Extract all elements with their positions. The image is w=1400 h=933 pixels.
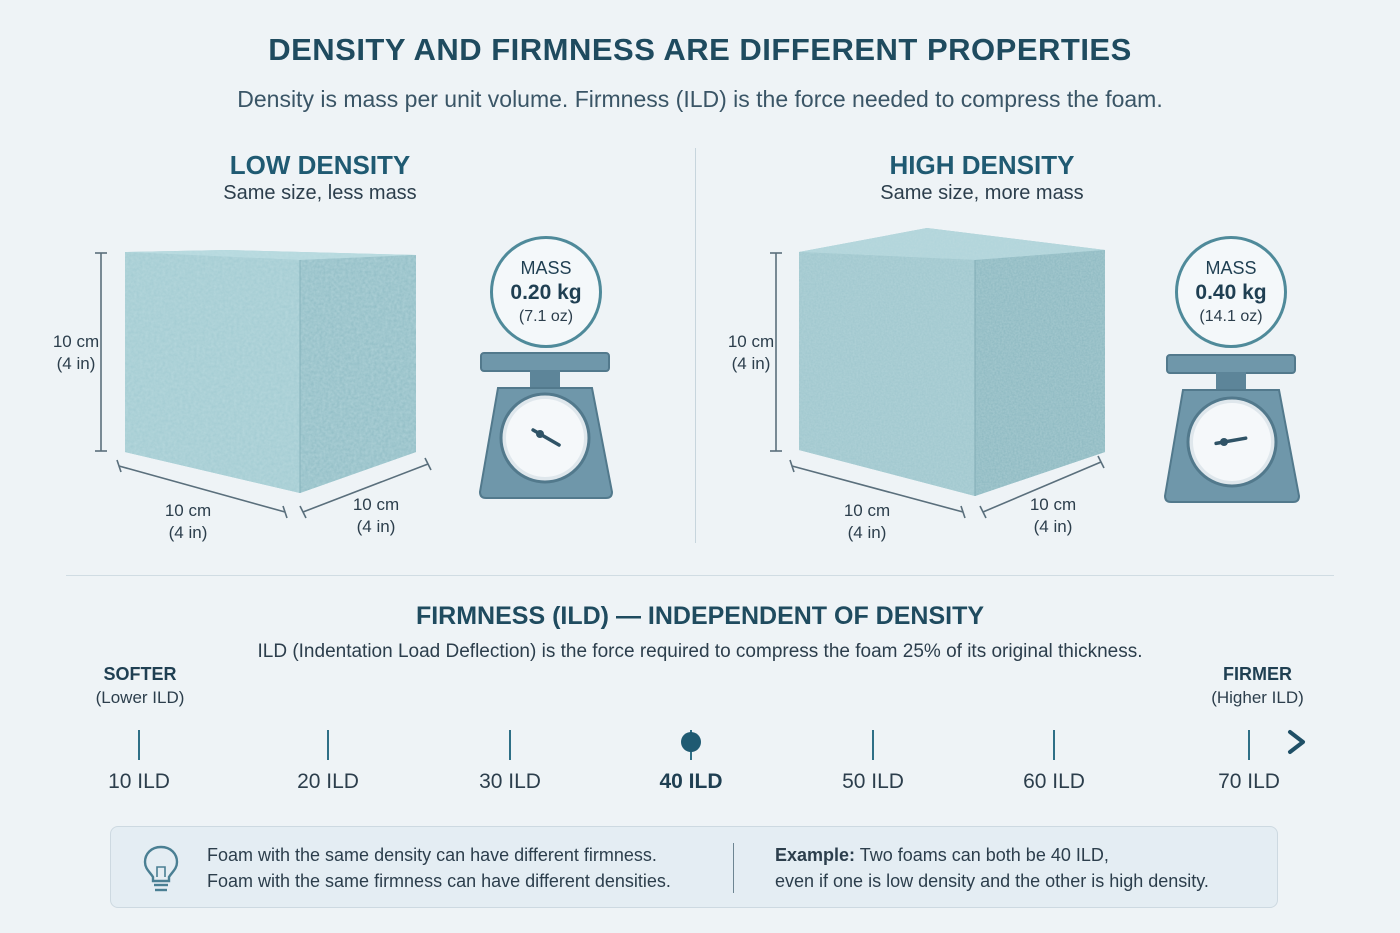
page-title: DENSITY AND FIRMNESS ARE DIFFERENT PROPE… — [268, 32, 1132, 67]
high-mass-badge: MASS 0.40 kg (14.1 oz) — [1175, 236, 1287, 348]
mass-oz: (14.1 oz) — [1199, 308, 1263, 325]
page-subtitle: Density is mass per unit volume. Firmnes… — [237, 86, 1163, 112]
high-density-subtitle: Same size, more mass — [880, 182, 1084, 204]
note-right: Example: Two foams can both be 40 ILD, e… — [775, 845, 1209, 891]
mass-value: 0.40 kg — [1195, 281, 1267, 304]
section-divider — [66, 575, 1334, 576]
scale-icon — [478, 352, 614, 499]
ild-tick-label: 20 ILD — [297, 770, 359, 793]
low-density-subtitle: Same size, less mass — [223, 182, 417, 204]
ild-scale-line — [78, 730, 1305, 760]
arrow-head-icon — [1288, 730, 1305, 754]
low-mass-badge: MASS 0.20 kg (7.1 oz) — [490, 236, 602, 348]
high-density-title: HIGH DENSITY — [889, 150, 1075, 180]
depth-dimension — [299, 457, 432, 519]
ild-tick-label: 30 ILD — [479, 770, 541, 793]
firmness-title: FIRMNESS (ILD) — INDEPENDENT OF DENSITY — [415, 602, 985, 630]
low-density-illustration — [95, 250, 614, 519]
high-density-foam-cube — [799, 228, 1105, 496]
ild-tick-label: 70 ILD — [1218, 770, 1280, 793]
width-dimension — [116, 459, 288, 519]
firmer-end-label: FIRMER (Higher ILD) — [1211, 664, 1304, 707]
scale-needle-hub — [1220, 438, 1228, 446]
low-density-title: LOW DENSITY — [229, 150, 411, 180]
height-dimension — [770, 252, 782, 452]
width-dimension — [789, 459, 966, 519]
lightbulb-icon — [143, 845, 179, 892]
mass-oz: (7.1 oz) — [518, 308, 574, 325]
ild-tick-label: 40 ILD — [659, 770, 723, 793]
ild-tick-label: 60 ILD — [1023, 770, 1085, 793]
scale-icon — [1163, 354, 1301, 503]
height-dimension — [95, 252, 107, 452]
ild-tick-label: 50 ILD — [842, 770, 904, 793]
note-left: Foam with the same density can have diff… — [207, 845, 671, 891]
low-density-foam-cube — [125, 250, 416, 493]
depth-dimension — [979, 455, 1105, 519]
high-density-illustration — [770, 228, 1301, 519]
panel-divider — [695, 148, 696, 543]
high-height-label: 10 cm (4 in) — [727, 332, 775, 373]
mass-label: MASS — [1205, 258, 1257, 278]
mass-label: MASS — [520, 258, 572, 278]
low-height-label: 10 cm (4 in) — [52, 332, 100, 373]
ild-marker — [681, 732, 701, 752]
low-depth-label: 10 cm (4 in) — [352, 495, 400, 536]
note-box: Foam with the same density can have diff… — [110, 826, 1278, 908]
note-divider — [733, 843, 734, 893]
ild-tick-label: 10 ILD — [108, 770, 170, 793]
high-width-label: 10 cm (4 in) — [843, 501, 891, 542]
low-width-label: 10 cm (4 in) — [164, 501, 212, 542]
softer-end-label: SOFTER (Lower ILD) — [95, 664, 185, 707]
high-depth-label: 10 cm (4 in) — [1029, 495, 1077, 536]
firmness-subtitle: ILD (Indentation Load Deflection) is the… — [257, 641, 1143, 662]
mass-value: 0.20 kg — [510, 281, 582, 304]
scale-needle-hub — [536, 430, 544, 438]
